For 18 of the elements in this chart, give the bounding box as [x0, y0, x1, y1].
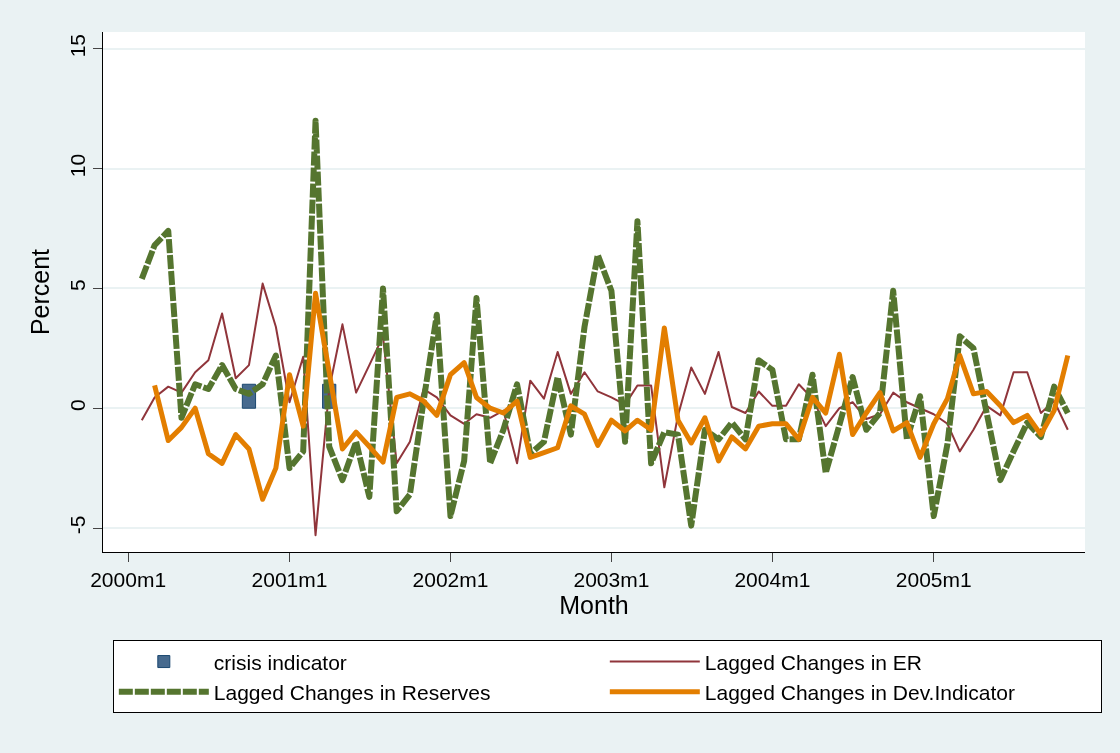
legend-label: crisis indicator: [213, 650, 347, 674]
y-tick-label: 0: [65, 399, 89, 411]
y-axis-title: Percent: [26, 248, 55, 336]
x-tick-label: 2002m1: [412, 568, 489, 592]
y-tick-label: -5: [65, 515, 89, 535]
x-tick-label: 2001m1: [251, 568, 328, 592]
legend-label: Lagged Changes in Reserves: [213, 681, 491, 705]
legend-label: Lagged Changes in ER: [704, 650, 922, 674]
x-tick-label: 2003m1: [573, 568, 650, 592]
x-tick-label: 2004m1: [734, 568, 811, 592]
x-axis-title: Month: [559, 591, 629, 620]
y-tick-label: 15: [65, 33, 89, 58]
x-tick-label: 2005m1: [895, 568, 972, 592]
legend-label: Lagged Changes in Dev.Indicator: [704, 681, 1015, 705]
line-series: [140, 282, 1069, 537]
y-tick-label: 5: [65, 279, 89, 292]
x-tick-label: 2000m1: [90, 568, 167, 592]
y-tick-label: 10: [65, 153, 89, 178]
